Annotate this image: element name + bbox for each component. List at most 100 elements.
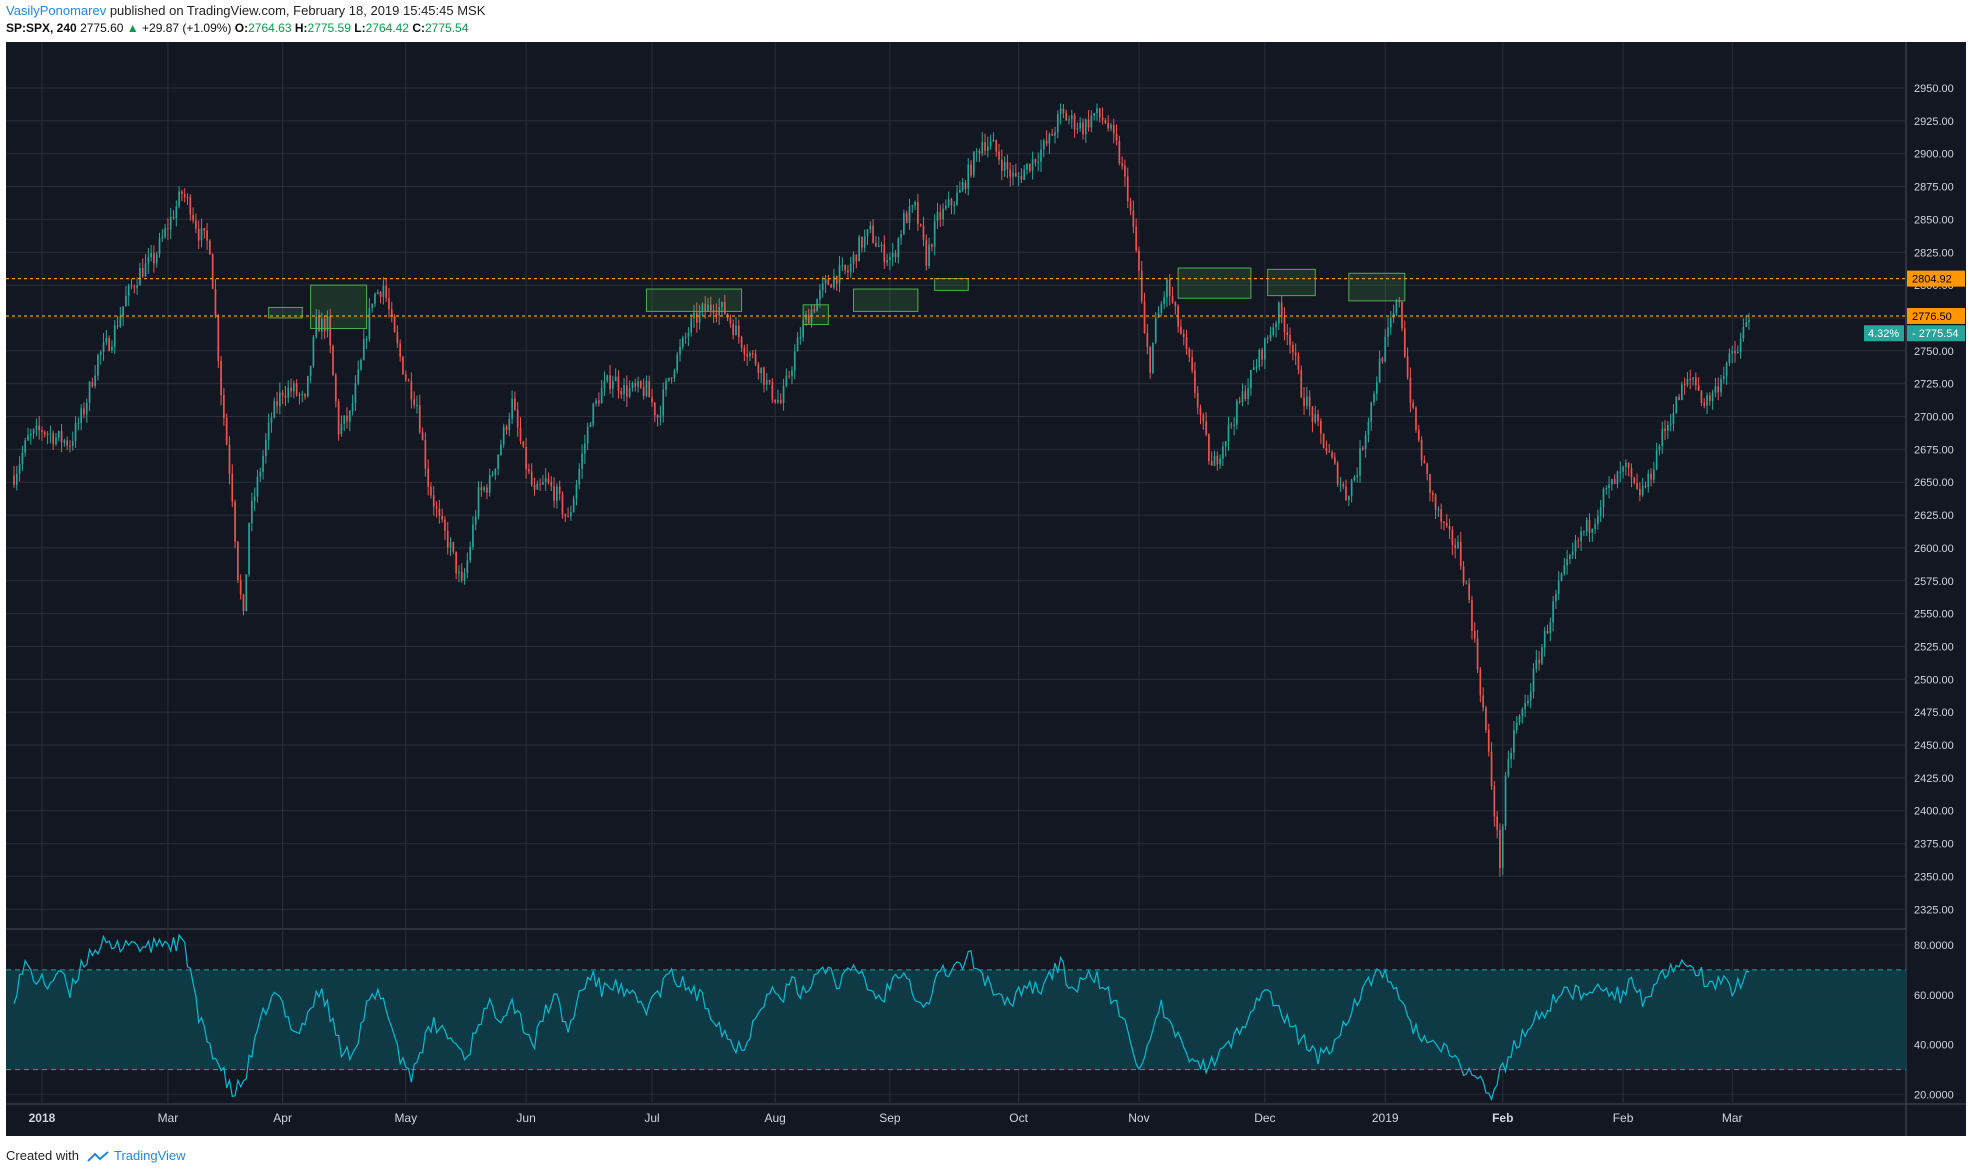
candle-body — [85, 402, 88, 415]
candle — [99, 350, 102, 365]
candle — [1445, 514, 1448, 528]
candle — [1736, 345, 1739, 354]
candle-body — [374, 293, 376, 304]
candle — [32, 428, 35, 440]
candle — [542, 474, 544, 485]
candle — [1138, 246, 1140, 280]
candle — [474, 509, 477, 531]
candle — [861, 236, 863, 253]
candle-body — [1451, 529, 1454, 545]
candle-body — [1527, 700, 1529, 704]
candle-body — [223, 394, 225, 418]
candle — [1641, 477, 1644, 497]
candle-body — [973, 151, 975, 176]
candle — [687, 327, 690, 347]
candle — [273, 397, 276, 419]
candle-body — [399, 343, 402, 357]
candle-body — [514, 398, 516, 410]
candle — [57, 430, 60, 442]
candle-body — [427, 468, 430, 487]
candle-body — [709, 304, 712, 311]
candle — [763, 366, 765, 393]
candle-body — [1401, 301, 1403, 329]
candle — [978, 148, 981, 163]
candle-body — [1306, 396, 1308, 406]
candle-body — [119, 316, 122, 327]
candle — [1627, 462, 1630, 477]
candle-body — [113, 325, 116, 347]
candle — [1650, 468, 1652, 487]
candle-body — [326, 316, 329, 332]
candle — [732, 319, 735, 340]
candle — [483, 485, 485, 493]
resistance-box — [1267, 268, 1316, 297]
candle-body — [922, 225, 925, 240]
candle-body — [206, 230, 208, 241]
candle-body — [49, 433, 52, 435]
candle — [1706, 392, 1708, 415]
candle-body — [97, 354, 99, 376]
candle-body — [1541, 647, 1543, 664]
candle — [1448, 518, 1451, 540]
candle-body — [1736, 352, 1739, 354]
candle-body — [970, 164, 972, 176]
candle-body — [281, 392, 284, 396]
candle-body — [796, 337, 799, 352]
candle — [631, 381, 634, 392]
candle — [1238, 396, 1241, 405]
candle-body — [1185, 337, 1188, 349]
candle — [1261, 347, 1263, 367]
price-chart[interactable]: 2018 Feb Mar Apr May Jun Jul Aug Sep Oct Nov Dec 201… — [6, 42, 1966, 1142]
candle-body — [533, 484, 536, 490]
candle-body — [1171, 295, 1174, 303]
candle — [1171, 286, 1174, 304]
candle-body — [516, 409, 519, 428]
candle-body — [777, 399, 779, 403]
candle-body — [1180, 326, 1182, 334]
candle-body — [729, 317, 732, 324]
candle — [1513, 721, 1515, 760]
candle-body — [959, 189, 961, 193]
candle-body — [1557, 580, 1560, 594]
candle — [1468, 577, 1471, 604]
candle — [1686, 371, 1689, 388]
candle — [444, 516, 446, 540]
candle — [1048, 132, 1051, 154]
ohlc-legend: SP:SPX, 240 2775.60 ▲ +29.87 (+1.09%) O:… — [6, 21, 468, 35]
candle — [1320, 418, 1322, 444]
candle — [1597, 509, 1599, 530]
candle — [620, 387, 623, 399]
candle-body — [553, 486, 555, 501]
candle — [189, 194, 192, 221]
candle-body — [424, 440, 427, 469]
candle — [337, 398, 340, 441]
candle-body — [1289, 335, 1291, 345]
candle — [203, 227, 206, 239]
candle-body — [623, 385, 625, 395]
author-link[interactable]: VasilyPonomarev — [6, 3, 107, 18]
candle-body — [1051, 134, 1054, 136]
candle-body — [348, 410, 351, 422]
candle-body — [181, 191, 183, 195]
candle — [480, 481, 483, 497]
candle-body — [432, 495, 435, 507]
candle — [463, 568, 466, 585]
candle-body — [334, 375, 337, 402]
candle — [1126, 167, 1129, 209]
candle — [105, 330, 108, 346]
tradingview-link[interactable]: TradingView — [114, 1148, 186, 1163]
candle — [69, 440, 71, 453]
candle — [704, 296, 707, 319]
candle — [1216, 451, 1219, 471]
candle — [516, 402, 519, 437]
candle — [1264, 337, 1266, 370]
candle — [1557, 571, 1560, 600]
y-tick-label: 2850.00 — [1914, 214, 1954, 226]
candle — [609, 364, 611, 394]
candle-body — [667, 377, 670, 381]
candle-body — [306, 375, 309, 397]
candle-body — [903, 213, 905, 235]
candle — [634, 378, 637, 392]
candle — [276, 391, 278, 414]
candle — [995, 139, 998, 157]
